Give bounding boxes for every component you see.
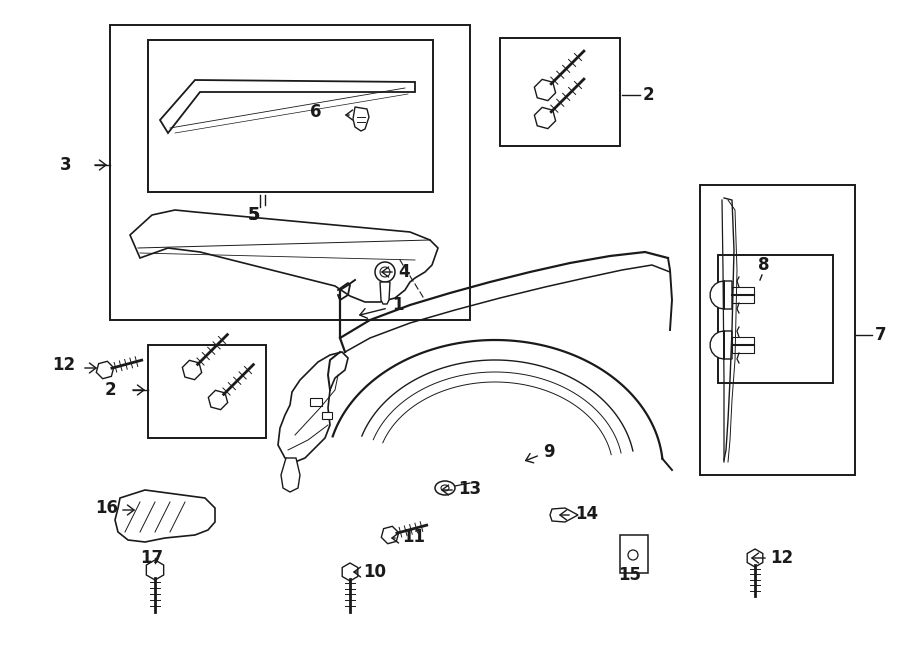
Ellipse shape: [441, 485, 449, 491]
Text: 3: 3: [60, 156, 72, 174]
Text: 5: 5: [248, 206, 260, 224]
Text: 17: 17: [140, 549, 163, 567]
Text: 11: 11: [402, 528, 425, 546]
Text: 5: 5: [248, 206, 259, 224]
Bar: [148, 40, 433, 192]
Circle shape: [628, 550, 638, 560]
Polygon shape: [382, 526, 399, 544]
Text: 2: 2: [643, 86, 654, 104]
Text: 13: 13: [458, 480, 482, 498]
Text: 9: 9: [543, 443, 554, 461]
Text: 10: 10: [363, 563, 386, 581]
Bar: [148, 345, 266, 438]
Polygon shape: [96, 362, 113, 379]
Text: 15: 15: [618, 566, 641, 584]
Polygon shape: [183, 360, 202, 379]
Polygon shape: [160, 80, 415, 133]
Polygon shape: [710, 331, 732, 359]
Polygon shape: [281, 458, 300, 492]
Polygon shape: [147, 560, 164, 580]
Polygon shape: [208, 391, 228, 410]
Bar: [110, 25, 470, 320]
Text: 12: 12: [770, 549, 793, 567]
Polygon shape: [115, 490, 215, 542]
Polygon shape: [535, 79, 555, 100]
Text: 14: 14: [575, 505, 598, 523]
Text: 8: 8: [758, 256, 770, 274]
Text: 6: 6: [310, 103, 321, 121]
Polygon shape: [535, 107, 555, 129]
Polygon shape: [342, 563, 358, 581]
Bar: [620, 535, 648, 573]
Polygon shape: [380, 282, 390, 304]
Circle shape: [375, 262, 395, 282]
Polygon shape: [710, 281, 732, 309]
Text: 2: 2: [105, 381, 117, 399]
Ellipse shape: [435, 481, 455, 495]
Polygon shape: [130, 210, 438, 302]
Text: 16: 16: [95, 499, 118, 517]
Text: 12: 12: [52, 356, 75, 374]
Text: 7: 7: [875, 326, 886, 344]
Polygon shape: [747, 549, 763, 567]
Polygon shape: [353, 107, 369, 131]
Bar: [700, 185, 855, 475]
Circle shape: [380, 267, 390, 277]
Bar: [310, 398, 322, 406]
Bar: [500, 38, 620, 146]
Text: 4: 4: [398, 263, 410, 281]
Polygon shape: [278, 352, 348, 462]
Bar: [718, 255, 833, 383]
Text: 1: 1: [392, 296, 403, 314]
Polygon shape: [550, 508, 578, 522]
Bar: [322, 412, 332, 419]
